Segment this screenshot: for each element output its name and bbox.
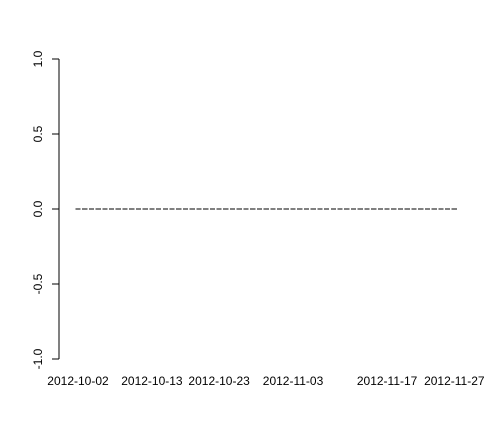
- x-axis-labels: 2012-10-02 2012-10-13 2012-10-23 2012-11-03…: [47, 374, 485, 388]
- x-tick-label: 2012-10-13: [121, 374, 183, 388]
- y-axis: -1.0 -0.5 0.0 0.5 1.0: [31, 50, 60, 369]
- y-tick-label: -1.0: [31, 348, 45, 369]
- x-tick-label: 2012-10-23: [188, 374, 250, 388]
- x-tick-label: 2012-11-03: [263, 374, 324, 388]
- y-tick-label: 0.5: [31, 125, 45, 142]
- y-tick-label: 1.0: [31, 50, 45, 67]
- x-tick-label: 2012-11-27: [424, 374, 485, 388]
- x-tick-label: 2012-10-02: [47, 374, 109, 388]
- y-tick-label: 0.0: [31, 200, 45, 217]
- y-tick-label: -0.5: [31, 273, 45, 294]
- x-tick-label: 2012-11-17: [357, 374, 418, 388]
